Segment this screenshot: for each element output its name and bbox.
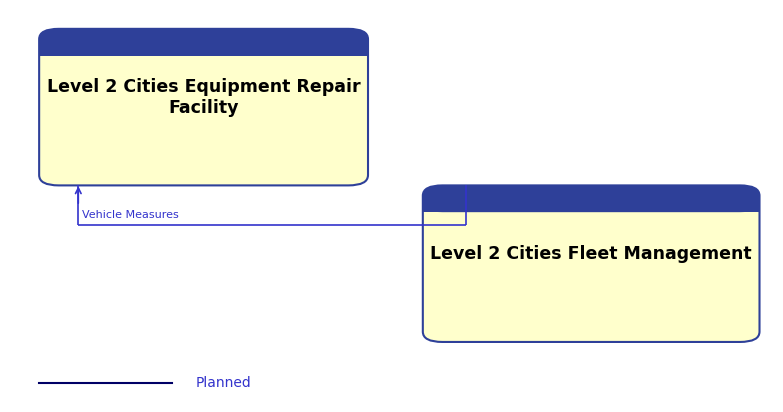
Bar [423, 199, 760, 212]
Text: Planned: Planned [196, 376, 251, 390]
FancyBboxPatch shape [423, 185, 760, 342]
Bar [39, 42, 368, 56]
Text: Level 2 Cities Fleet Management: Level 2 Cities Fleet Management [431, 245, 752, 263]
Text: Vehicle Measures: Vehicle Measures [82, 211, 179, 220]
FancyBboxPatch shape [39, 29, 368, 185]
Text: Level 2 Cities Equipment Repair
Facility: Level 2 Cities Equipment Repair Facility [47, 78, 360, 117]
FancyBboxPatch shape [423, 185, 760, 212]
FancyBboxPatch shape [39, 29, 368, 56]
